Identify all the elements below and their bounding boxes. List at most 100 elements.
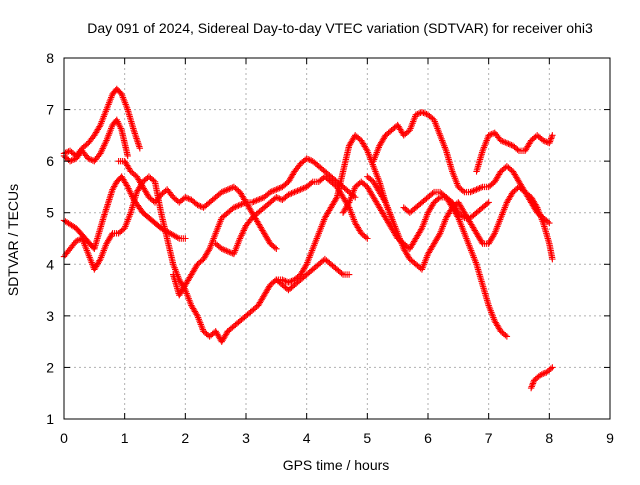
data-point-marker [133,136,141,144]
data-point-marker [223,186,230,194]
data-point-marker [363,146,370,153]
data-point-marker [131,128,138,136]
data-point-marker [248,199,256,206]
series-s10 [339,178,511,340]
x-axis-label: GPS time / hours [283,457,390,473]
data-point-marker [296,162,303,169]
data-point-marker [546,219,553,227]
data-point-marker [135,141,142,149]
y-tick-label: 8 [46,50,54,66]
data-point-marker [308,179,315,187]
series-s8 [224,255,353,335]
x-tick-label: 7 [485,430,493,446]
data-point-marker [235,202,242,209]
data-point-marker [96,257,103,264]
data-point-marker [285,191,292,198]
data-point-marker [528,383,535,390]
data-point-marker [298,185,306,193]
data-point-marker [471,186,479,194]
data-point-marker [549,255,556,263]
data-point-marker [529,381,536,389]
data-point-marker [306,156,313,164]
data-point-marker [273,194,280,201]
data-point-marker [282,277,289,285]
data-point-marker [485,199,492,206]
data-point-marker [277,195,285,203]
data-point-marker [268,188,275,195]
data-point-marker [218,245,225,253]
data-point-marker [83,141,90,148]
data-point-marker [418,108,426,116]
data-point-marker [132,133,140,140]
data-point-marker [300,185,307,192]
data-point-marker [292,188,300,195]
data-point-marker [72,237,80,245]
data-point-marker [286,278,294,285]
series-s6 [170,155,359,299]
data-point-marker [134,140,142,147]
data-point-marker [69,156,77,164]
data-point-marker [540,137,547,144]
data-point-marker [132,131,139,139]
data-point-marker [338,270,345,277]
data-point-marker [436,231,443,239]
data-point-marker [239,200,247,207]
data-point-marker [236,201,244,209]
series-s3 [60,116,131,165]
data-point-marker [499,137,506,145]
data-point-marker [131,130,139,137]
data-point-marker [502,331,509,339]
data-point-marker [271,244,279,251]
data-point-marker [279,276,286,283]
data-point-marker [506,141,514,148]
x-tick-label: 5 [363,430,371,446]
data-point-marker [89,157,97,164]
data-point-marker [229,184,236,191]
y-tick-label: 2 [46,359,54,375]
data-point-marker [267,188,274,196]
data-point-marker [218,188,225,196]
y-tick-label: 5 [46,205,54,221]
data-point-marker [470,187,477,194]
data-point-marker [194,201,201,209]
data-point-marker [136,143,143,150]
data-point-marker [485,132,492,139]
data-point-marker [65,148,72,155]
data-point-marker [549,364,556,371]
data-point-marker [500,138,508,146]
data-point-marker [289,189,297,196]
data-point-marker [503,333,511,340]
data-point-marker [221,187,228,194]
data-point-marker [253,197,260,204]
data-point-marker [345,200,352,208]
data-point-marker [241,199,248,207]
data-point-marker [108,231,115,239]
data-point-marker [185,195,192,202]
x-tick-label: 9 [606,430,614,446]
chart-title: Day 091 of 2024, Sidereal Day-to-day VTE… [87,20,593,36]
data-point-marker [420,109,427,116]
data-point-marker [270,187,277,194]
data-point-marker [304,156,312,163]
data-point-marker [182,194,189,201]
data-point-marker [280,277,288,284]
data-point-marker [124,152,131,160]
x-tick-label: 2 [181,430,189,446]
data-point-marker [546,139,553,147]
y-tick-label: 6 [46,153,54,169]
data-point-marker [195,202,203,209]
data-point-marker [286,190,294,198]
data-point-marker [529,380,537,387]
data-point-marker [467,188,474,196]
data-point-marker [473,186,480,193]
data-point-marker [345,271,353,278]
data-point-marker [276,185,283,192]
data-point-marker [223,247,230,254]
data-point-marker [291,188,298,196]
data-point-marker [250,198,257,205]
data-point-marker [302,262,309,269]
data-point-marker [257,195,265,202]
data-point-marker [490,130,497,137]
data-point-marker [303,155,310,162]
